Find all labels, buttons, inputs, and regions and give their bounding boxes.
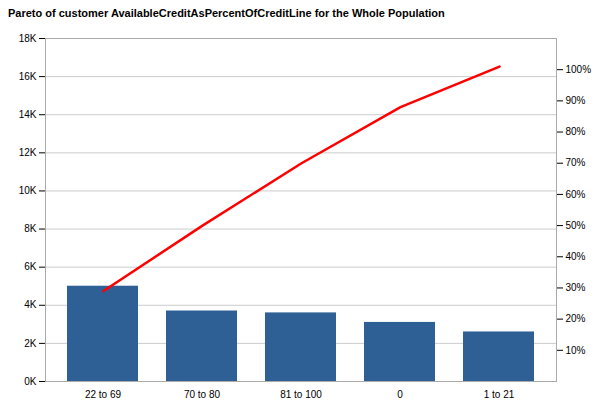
svg-text:4K: 4K: [24, 299, 37, 310]
svg-text:10K: 10K: [19, 185, 37, 196]
svg-text:40%: 40%: [566, 251, 586, 262]
svg-text:22 to 69: 22 to 69: [85, 389, 122, 400]
svg-text:8K: 8K: [24, 223, 37, 234]
svg-text:70 to 80: 70 to 80: [184, 389, 221, 400]
svg-text:90%: 90%: [566, 95, 586, 106]
svg-text:1 to 21: 1 to 21: [484, 389, 515, 400]
svg-text:70%: 70%: [566, 157, 586, 168]
svg-text:16K: 16K: [19, 71, 37, 82]
svg-text:10%: 10%: [566, 345, 586, 356]
html-text:Pareto of customer AvailableCr: Pareto of customer AvailableCreditAsPerc…: [8, 7, 445, 19]
svg-text:100%: 100%: [566, 64, 592, 75]
svg-text:14K: 14K: [19, 109, 37, 120]
svg-text:60%: 60%: [566, 189, 586, 200]
svg-text:50%: 50%: [566, 220, 586, 231]
svg-text:80%: 80%: [566, 126, 586, 137]
svg-text:12K: 12K: [19, 147, 37, 158]
svg-text:0K: 0K: [24, 376, 37, 387]
svg-text:0: 0: [397, 389, 403, 400]
svg-text:81 to 100: 81 to 100: [280, 389, 322, 400]
svg-text:18K: 18K: [19, 33, 37, 44]
svg-text:30%: 30%: [566, 282, 586, 293]
svg-text:20%: 20%: [566, 313, 586, 324]
svg-text:2K: 2K: [24, 338, 37, 349]
svg-text:6K: 6K: [24, 261, 37, 272]
